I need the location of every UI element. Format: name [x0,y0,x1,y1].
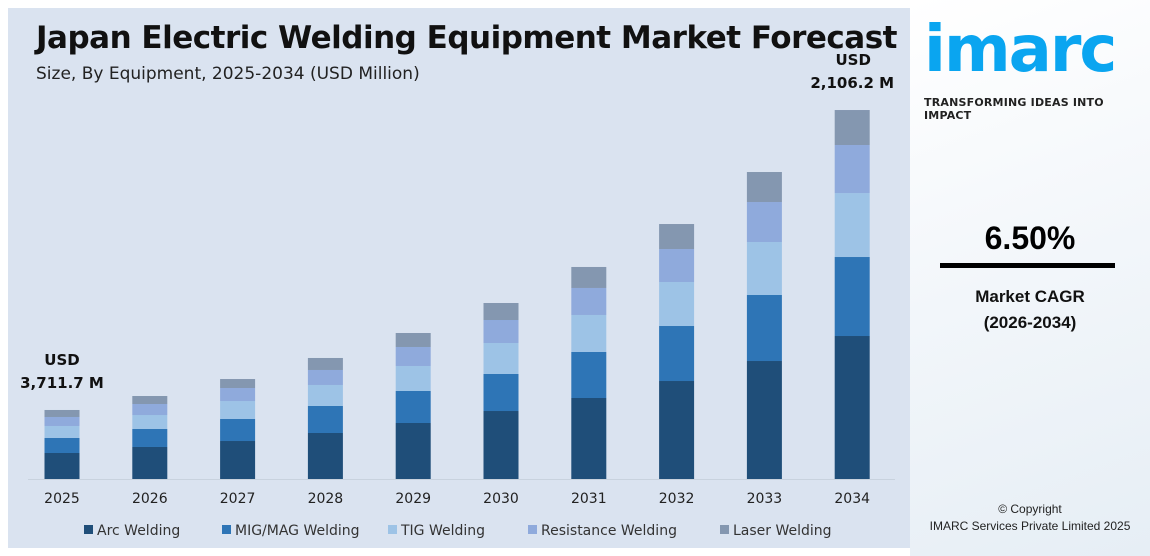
bar-segment-mig-mag-welding-2033 [746,295,782,362]
x-tick-label: 2025 [44,491,80,507]
bar-segment-laser-welding-2025 [44,409,80,417]
bar-segment-laser-welding-2029 [395,332,431,347]
sidebar: imarc TRANSFORMING IDEAS INTO IMPACT 6.5… [910,0,1150,556]
bar-segment-mig-mag-welding-2032 [659,326,695,382]
copyright: © Copyright IMARC Services Private Limit… [910,501,1150,535]
x-tick-label: 2028 [308,491,344,507]
bar-segment-laser-welding-2032 [659,224,695,250]
cagr-divider [940,263,1115,268]
legend-label: Laser Welding [733,523,832,539]
imarc-logo: imarc [924,13,1117,87]
bar-segment-tig-welding-2030 [483,342,519,374]
bar-segment-resistance-welding-2029 [395,346,431,366]
bar-segment-arc-welding-2030 [483,411,519,479]
cagr-value: 6.50% [984,220,1076,256]
data-label-value: 2,106.2 M [810,74,894,92]
bar-segment-tig-welding-2033 [746,242,782,296]
bar-segment-tig-welding-2031 [571,314,607,352]
legend-swatch [388,525,397,534]
bar-segment-laser-welding-2034 [834,110,870,146]
copyright-text: © Copyright [998,502,1062,516]
legend-label: Resistance Welding [541,523,677,539]
bar-segment-arc-welding-2034 [834,336,870,479]
tagline: TRANSFORMING IDEAS INTO IMPACT [924,96,1104,122]
bar-segment-resistance-welding-2030 [483,320,519,343]
bar-segment-laser-welding-2026 [132,396,168,404]
bar-segment-arc-welding-2031 [571,397,607,479]
bar-segment-resistance-welding-2034 [834,145,870,194]
x-tick-label: 2027 [220,491,256,507]
chart-subtitle: Size, By Equipment, 2025-2034 (USD Milli… [36,64,420,84]
bar-segment-tig-welding-2028 [307,384,343,406]
legend-swatch [84,525,93,534]
legend-label: MIG/MAG Welding [235,523,360,539]
company-name: IMARC Services Private Limited 2025 [929,519,1131,533]
bar-segment-resistance-welding-2033 [746,202,782,243]
legend-swatch [528,525,537,534]
bar-segment-laser-welding-2028 [307,357,343,370]
bar-segment-laser-welding-2033 [746,172,782,203]
legend-label: TIG Welding [400,523,485,539]
bar-segment-tig-welding-2034 [834,193,870,258]
bar-segment-resistance-welding-2028 [307,369,343,385]
x-tick-label: 2031 [571,491,607,507]
cagr-label: Market CAGR (2026-2034) [910,284,1150,336]
bar-segment-arc-welding-2029 [395,422,431,479]
data-label-unit: USD [44,351,79,369]
bar-segment-arc-welding-2025 [44,452,80,479]
bar-segment-tig-welding-2025 [44,425,80,438]
bar-segment-mig-mag-welding-2031 [571,351,607,398]
bar-segment-arc-welding-2028 [307,432,343,479]
bar-segment-laser-welding-2030 [483,302,519,321]
bar-segment-arc-welding-2026 [132,446,168,479]
bar-segment-resistance-welding-2031 [571,287,607,315]
bar-segment-tig-welding-2029 [395,365,431,391]
bar-segment-resistance-welding-2027 [220,388,256,402]
cagr-period: (2026-2034) [983,313,1077,332]
x-tick-label: 2029 [395,491,431,507]
bar-segment-mig-mag-welding-2028 [307,405,343,433]
stacked-bar-chart: 2025 2026 2027 2028 2029 2030 2031 2032 2033 2034… [20,51,895,539]
cagr-label-text: Market CAGR [975,287,1085,306]
bar-segment-mig-mag-welding-2034 [834,257,870,337]
bar-segment-mig-mag-welding-2030 [483,374,519,412]
x-tick-label: 2030 [483,491,519,507]
bar-segment-mig-mag-welding-2026 [132,429,168,447]
x-tick-label: 2033 [747,491,783,507]
bar-segment-tig-welding-2026 [132,415,168,429]
bar-segment-mig-mag-welding-2025 [44,437,80,453]
chart-title: Japan Electric Welding Equipment Market … [36,20,897,56]
x-tick-label: 2032 [659,491,695,507]
bar-segment-laser-welding-2031 [571,266,607,288]
bar-segment-resistance-welding-2026 [132,404,168,416]
bar-segment-arc-welding-2033 [746,361,782,479]
bar-segment-tig-welding-2032 [659,282,695,327]
bar-segment-resistance-welding-2025 [44,416,80,426]
bar-segment-tig-welding-2027 [220,401,256,419]
bar-segment-arc-welding-2032 [659,381,695,479]
bar-segment-mig-mag-welding-2029 [395,390,431,423]
legend-swatch [720,525,729,534]
legend-swatch [222,525,231,534]
bar-segment-laser-welding-2027 [220,379,256,389]
bar-segment-arc-welding-2027 [220,441,256,479]
x-tick-label: 2026 [132,491,168,507]
bar-segment-mig-mag-welding-2027 [220,419,256,442]
data-label-value: 3,711.7 M [20,374,104,392]
legend-label: Arc Welding [97,523,180,539]
x-tick-label: 2034 [834,491,870,507]
data-label-unit: USD [835,51,870,69]
bar-segment-resistance-welding-2032 [659,249,695,283]
